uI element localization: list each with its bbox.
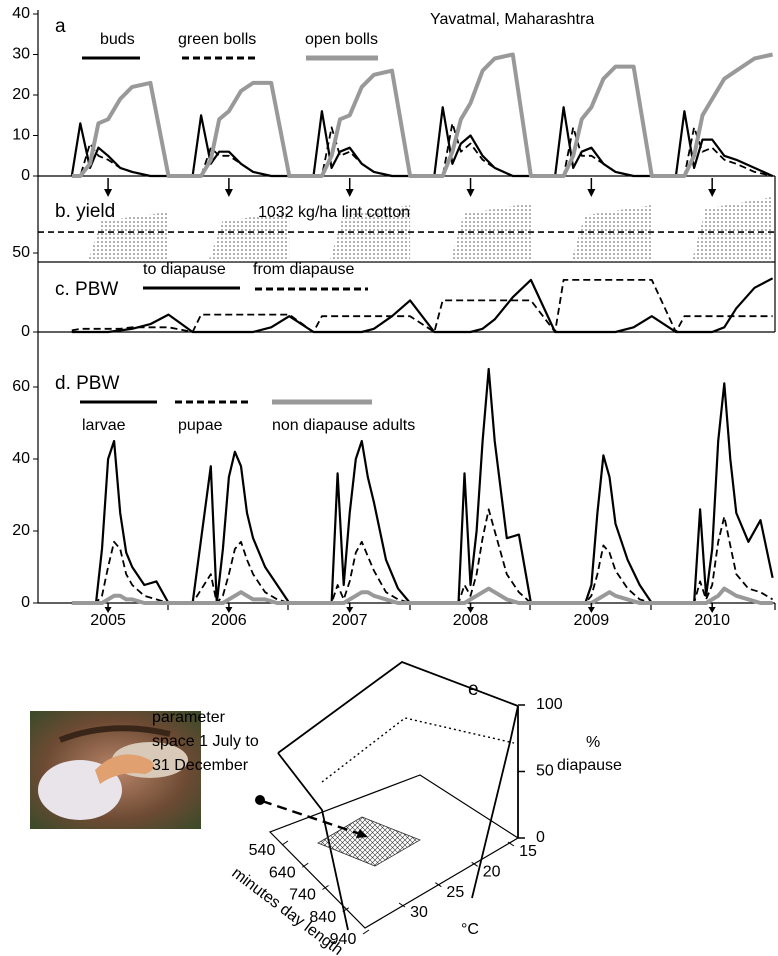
- series-line: [71, 279, 773, 333]
- z-axis-label: diapause: [557, 757, 622, 774]
- x-tick: [322, 885, 329, 890]
- x-tick: [301, 862, 309, 868]
- y-tick: [507, 841, 515, 847]
- boll-wall: [58, 725, 171, 743]
- legend-label: open bolls: [305, 31, 378, 48]
- reference-label: 1032 kg/ha lint cotton: [258, 204, 410, 221]
- season-arrowhead: [224, 189, 233, 197]
- season-arrowhead: [345, 189, 354, 197]
- annotation: 31 December: [152, 757, 249, 774]
- x-tick-label: 840: [309, 909, 336, 926]
- panel-label: d. PBW: [55, 373, 119, 394]
- z-tick-label: 50: [536, 763, 554, 780]
- season-separators: [167, 603, 776, 610]
- x-tick-arrowhead: [708, 607, 716, 613]
- y-tick-label: 20: [483, 864, 501, 881]
- series-line: [71, 52, 774, 178]
- x-tick-label: 2009: [574, 612, 610, 629]
- x-tick-arrowhead: [104, 607, 112, 613]
- x-tick-label: 2007: [332, 612, 368, 629]
- z-tick-label: 0: [536, 829, 545, 846]
- pointer: [261, 799, 361, 836]
- y-axis-label: °C: [461, 921, 479, 938]
- z-axis-label: %: [586, 734, 600, 751]
- panel-subtitle: Yavatmal, Maharashtra: [430, 11, 594, 28]
- y-tick-label: 60: [12, 378, 30, 395]
- x-tick-label: 740: [289, 887, 316, 904]
- panel-label: a: [55, 16, 66, 37]
- legend-label: to diapause: [143, 261, 226, 278]
- y-tick-label: 0: [21, 167, 30, 184]
- legend-label: buds: [100, 31, 135, 48]
- x-tick-label: 2008: [453, 612, 489, 629]
- x-tick-arrowhead: [587, 607, 595, 613]
- yield-area: [570, 205, 652, 262]
- frames: [37, 10, 776, 610]
- y-tick-label: 20: [12, 522, 30, 539]
- x-tick-arrowhead: [467, 607, 475, 613]
- legend-label: from diapause: [253, 261, 354, 278]
- legend-label: non diapause adults: [272, 417, 415, 434]
- series-line: [71, 508, 774, 604]
- surface-right: [471, 705, 519, 899]
- series-line: [71, 277, 774, 334]
- season-arrowhead: [587, 189, 596, 197]
- y-tick: [435, 882, 442, 888]
- y-tick-label: 15: [519, 843, 537, 860]
- larva: [95, 754, 154, 784]
- annotation: parameter: [152, 709, 226, 726]
- y-tick-label: 40: [12, 5, 30, 22]
- legend-label: larvae: [82, 417, 126, 434]
- series-line: [70, 106, 774, 178]
- y-tick-label: 0: [21, 594, 30, 611]
- season-arrowhead: [104, 189, 113, 197]
- x-tick: [362, 929, 370, 935]
- panel-label: e: [468, 679, 479, 700]
- surface-top: [277, 660, 519, 754]
- series-line: [71, 586, 773, 605]
- y-tick-label: 50: [12, 244, 30, 261]
- series-line: [71, 367, 774, 605]
- x-tick-label: 2006: [211, 612, 247, 629]
- season-arrowhead: [708, 189, 717, 197]
- dotted-contour: [321, 717, 515, 783]
- yield-area: [87, 212, 169, 262]
- series-line: [71, 122, 773, 177]
- annotation: space 1 July to: [152, 733, 259, 750]
- panel-label: c. PBW: [55, 279, 118, 300]
- surface-left: [277, 752, 349, 931]
- pointer-dot: [255, 795, 265, 805]
- legend-label: pupae: [178, 417, 223, 434]
- y-tick-label: 40: [12, 450, 30, 467]
- legend-label: green bolls: [178, 31, 256, 48]
- x-tick: [281, 840, 289, 846]
- y-tick-label: 30: [12, 46, 30, 63]
- panel-label: b. yield: [55, 201, 115, 222]
- x-tick-label: 540: [249, 842, 276, 859]
- x-tick-arrowhead: [225, 607, 233, 613]
- x-tick-label: 2010: [694, 612, 730, 629]
- pointer-head: [356, 829, 368, 838]
- x-tick: [342, 907, 350, 913]
- y-tick-label: 0: [21, 323, 30, 340]
- y-tick-label: 20: [12, 86, 30, 103]
- y-tick-label: 30: [410, 904, 428, 921]
- y-tick-label: 25: [446, 884, 464, 901]
- season-arrowhead: [466, 189, 475, 197]
- x-tick-label: 640: [269, 864, 296, 881]
- yield-area: [691, 197, 773, 262]
- y-tick: [398, 902, 406, 908]
- y-tick: [471, 861, 478, 867]
- z-tick-label: 100: [536, 696, 563, 713]
- yield-area: [208, 212, 290, 262]
- x-tick-label: 940: [330, 931, 357, 948]
- x-tick-label: 2005: [90, 612, 126, 629]
- yield-area: [329, 205, 411, 262]
- photo: [30, 711, 201, 829]
- x-tick-arrowhead: [346, 607, 354, 613]
- y-tick-label: 10: [12, 127, 30, 144]
